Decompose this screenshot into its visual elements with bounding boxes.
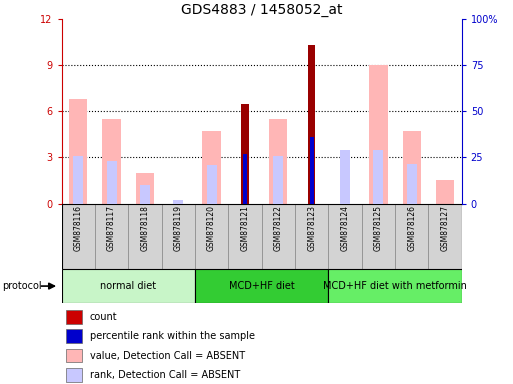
Bar [73,156,83,204]
Bar [140,185,150,204]
Bar [407,164,417,204]
Text: rank, Detection Call = ABSENT: rank, Detection Call = ABSENT [90,370,240,380]
Text: GSM878118: GSM878118 [141,205,149,252]
Bar [295,204,328,269]
Bar [103,119,121,204]
Text: protocol: protocol [3,281,42,291]
Bar [95,204,128,269]
Bar [66,349,82,362]
Bar [243,154,247,204]
Bar [310,137,313,204]
Bar [195,269,328,303]
Text: GSM878121: GSM878121 [241,205,249,252]
Bar [403,131,421,204]
Bar [241,104,249,204]
Text: GSM878123: GSM878123 [307,205,316,252]
Bar [128,204,162,269]
Bar [228,204,262,269]
Text: MCD+HF diet: MCD+HF diet [229,281,294,291]
Bar [369,65,387,204]
Text: GSM878127: GSM878127 [441,205,449,252]
Text: GSM878119: GSM878119 [174,205,183,252]
Bar [195,204,228,269]
Bar [66,310,82,324]
Bar [328,204,362,269]
Bar [203,131,221,204]
Bar [262,204,295,269]
Bar [136,173,154,204]
Bar [273,156,283,204]
Bar [373,150,383,204]
Text: GSM878116: GSM878116 [74,205,83,252]
Bar [66,329,82,343]
Bar [66,368,82,382]
Bar [308,45,315,204]
Text: GSM878124: GSM878124 [341,205,349,252]
Bar [436,180,454,204]
Text: value, Detection Call = ABSENT: value, Detection Call = ABSENT [90,351,245,361]
Text: percentile rank within the sample: percentile rank within the sample [90,331,254,341]
Bar [328,269,462,303]
Bar [362,204,395,269]
Text: count: count [90,312,117,322]
Bar [62,204,95,269]
Bar [269,119,287,204]
Bar [340,150,350,204]
Bar [69,99,87,204]
Bar [62,269,195,303]
Bar [395,204,428,269]
Bar [207,165,216,204]
Title: GDS4883 / 1458052_at: GDS4883 / 1458052_at [181,3,342,17]
Text: GSM878126: GSM878126 [407,205,416,252]
Bar [428,204,462,269]
Text: GSM878125: GSM878125 [374,205,383,252]
Text: GSM878117: GSM878117 [107,205,116,252]
Text: GSM878120: GSM878120 [207,205,216,252]
Bar [162,204,195,269]
Text: GSM878122: GSM878122 [274,205,283,252]
Text: MCD+HF diet with metformin: MCD+HF diet with metformin [323,281,467,291]
Bar [173,200,183,204]
Bar [107,161,116,204]
Text: normal diet: normal diet [100,281,156,291]
